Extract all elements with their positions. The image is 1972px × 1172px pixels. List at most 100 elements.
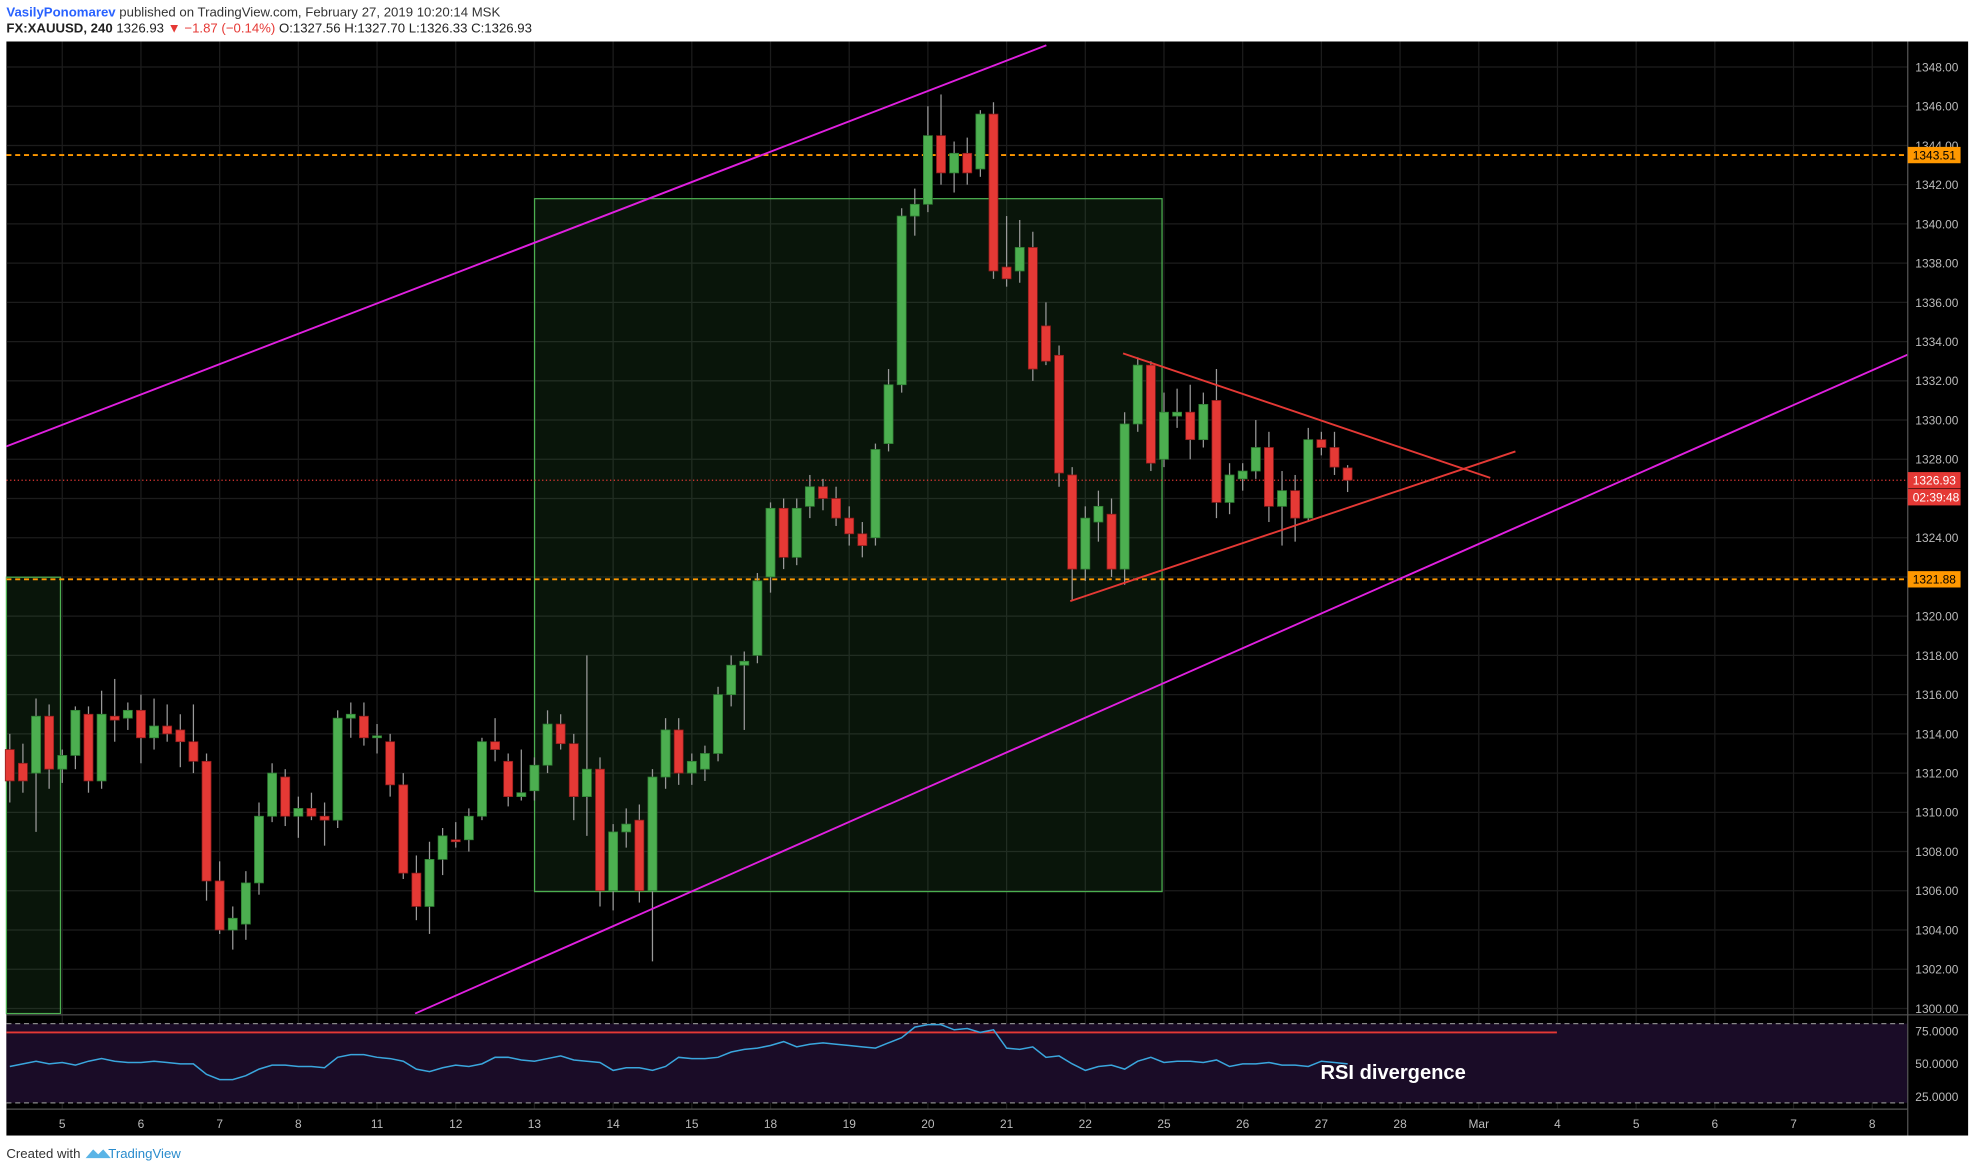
y-tick-label: 1314.00 — [1915, 727, 1959, 741]
candle-body — [306, 808, 317, 817]
x-tick-label: 14 — [606, 1117, 620, 1131]
symbol: FX:XAUUSD, 240 — [6, 21, 112, 36]
candle-body — [332, 717, 343, 821]
x-tick-label: 8 — [295, 1117, 302, 1131]
candle-body — [1041, 325, 1051, 362]
candle-body — [739, 660, 750, 666]
y-tick-label: 1318.00 — [1915, 649, 1959, 663]
price-tag-label: 1321.88 — [1913, 573, 1957, 587]
candle-body — [581, 768, 592, 798]
countdown-tag — [1907, 489, 1961, 506]
header-line1: VasilyPonomarev published on TradingView… — [6, 4, 500, 19]
candle-body — [673, 729, 684, 774]
candle-body — [936, 135, 946, 174]
x-tick-label: 8 — [1869, 1117, 1876, 1131]
candle-body — [477, 741, 487, 817]
y-tick-label: 1300.00 — [1915, 1002, 1959, 1016]
candle-body — [31, 715, 41, 774]
triangle-line — [1122, 352, 1491, 479]
y-tick-label: 1340.00 — [1915, 217, 1959, 231]
candle-body — [1080, 517, 1091, 570]
x-tick-label: 15 — [685, 1117, 699, 1131]
candle-body — [70, 709, 81, 756]
candle-body — [83, 713, 94, 782]
candle-body — [503, 760, 514, 798]
candle-body — [1264, 447, 1274, 507]
candle-body — [18, 762, 28, 782]
candle-body — [634, 819, 645, 892]
footer-created: Created with — [6, 1146, 80, 1161]
rsi-tick-label: 50.0000 — [1915, 1057, 1959, 1071]
candle-body — [1014, 247, 1025, 272]
channel-line — [414, 353, 1909, 1015]
x-tick-label: 6 — [1712, 1117, 1719, 1131]
candle-body — [1172, 411, 1183, 417]
footer-brand: TradingView — [108, 1146, 181, 1161]
x-tick-label: Mar — [1468, 1117, 1489, 1131]
candle-body — [595, 768, 605, 892]
candle-body — [870, 449, 881, 539]
y-tick-label: 1310.00 — [1915, 806, 1959, 820]
y-tick-label: 1338.00 — [1915, 257, 1959, 271]
x-tick-label: 7 — [1790, 1117, 1797, 1131]
candle-body — [1329, 447, 1340, 468]
y-tick-label: 1342.00 — [1915, 178, 1959, 192]
x-tick-label: 11 — [371, 1117, 384, 1131]
candle-body — [1067, 474, 1078, 570]
candle-body — [437, 835, 448, 860]
candle-body — [1145, 364, 1156, 464]
y-tick-label: 1306.00 — [1915, 884, 1959, 898]
candle-body — [1224, 474, 1235, 503]
rsi-line — [9, 1023, 1348, 1081]
price-tag-label: 1343.51 — [1913, 148, 1957, 162]
x-tick-label: 19 — [843, 1117, 857, 1131]
candle-body — [1027, 247, 1038, 370]
candle-body — [188, 741, 199, 762]
candle-body — [831, 498, 841, 519]
x-tick-label: 4 — [1554, 1117, 1561, 1131]
y-tick-label: 1330.00 — [1915, 413, 1959, 427]
low: L:1326.33 — [409, 21, 468, 36]
y-tick-label: 1332.00 — [1915, 374, 1959, 388]
candle-body — [608, 831, 619, 892]
candle-body — [109, 715, 120, 721]
candle-body — [254, 815, 264, 884]
candle-body — [149, 725, 159, 739]
y-tick-label: 1334.00 — [1915, 335, 1959, 349]
x-tick-label: 5 — [1633, 1117, 1640, 1131]
triangle-line — [1069, 450, 1516, 602]
candle-body — [1316, 439, 1327, 448]
candle-body — [791, 507, 802, 558]
candle-body — [752, 580, 763, 656]
candle-body — [1132, 364, 1143, 425]
candle-body — [765, 507, 776, 578]
candle-body — [1159, 411, 1169, 460]
candle-body — [4, 749, 15, 782]
y-tick-label: 1346.00 — [1915, 100, 1959, 114]
candle-body — [660, 729, 671, 778]
rsi-tick-label: 75.0000 — [1915, 1025, 1959, 1039]
candle-body — [227, 917, 238, 931]
candle-body — [1303, 439, 1314, 519]
author: VasilyPonomarev — [6, 4, 116, 19]
x-tick-label: 27 — [1315, 1117, 1329, 1131]
y-tick-label: 1316.00 — [1915, 688, 1959, 702]
x-tick-label: 6 — [138, 1117, 145, 1131]
candle-body — [372, 735, 382, 739]
high: H:1327.70 — [344, 21, 405, 36]
candle-body — [463, 815, 474, 841]
candle-body — [385, 741, 396, 786]
x-tick-label: 20 — [921, 1117, 935, 1131]
x-tick-label: 28 — [1393, 1117, 1407, 1131]
candle-body — [136, 709, 146, 739]
header-line2: FX:XAUUSD, 240 1326.93 ▼ −1.87 (−0.14%) … — [6, 21, 532, 36]
grid — [6, 41, 1908, 1110]
range-box — [5, 576, 62, 1015]
candle-body — [267, 772, 278, 817]
candle-body — [1342, 467, 1353, 481]
candle-body — [450, 839, 461, 843]
rsi-band — [6, 1023, 1908, 1103]
candle-body — [621, 823, 632, 833]
y-tick-label: 1312.00 — [1915, 766, 1959, 780]
